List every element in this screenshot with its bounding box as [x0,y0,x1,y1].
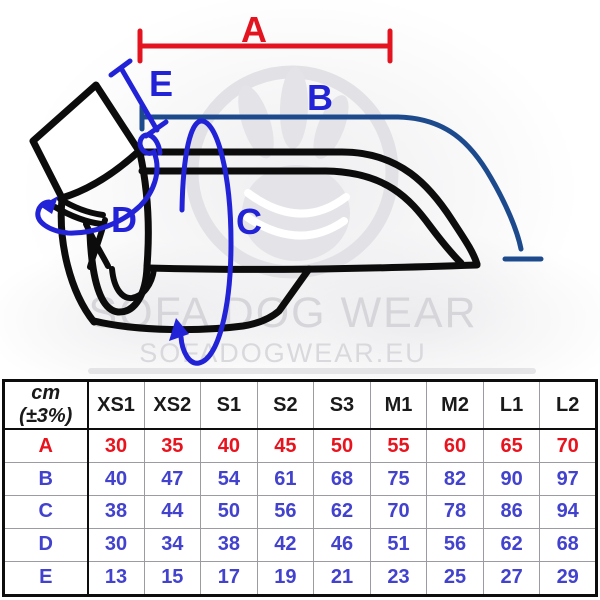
size-value-cell: 97 [539,462,597,496]
size-value-cell: 62 [313,494,371,529]
size-value-cell: 17 [200,560,258,597]
size-table: cm (±3%) XS1 XS2 S1 S2 S3 M1 M2 L1 L2 A 30 35 40 45 50… [2,379,598,597]
size-value-cell: 51 [369,527,428,562]
size-value-cell: 27 [482,560,541,597]
size-column-header: XS2 [143,380,202,430]
chest-edge [57,195,98,326]
label-c: C [236,201,262,242]
label-d: D [111,199,137,240]
size-value-cell: 60 [426,428,484,464]
size-value-cell: 75 [369,462,428,496]
size-value-cell: 82 [426,462,484,496]
size-column-header: L1 [482,380,541,430]
measurement-diagram: SOFA DOG WEAR SOFADOGWEAR.EU [0,0,600,378]
unit-header-cell: cm (±3%) [3,380,89,430]
size-table-row: A 30 35 40 45 50 55 60 65 70 [3,428,597,464]
size-value-cell: 13 [87,560,145,597]
measure-row-label: B [3,462,89,496]
size-value-cell: 44 [143,494,202,529]
measure-row-label: A [3,428,89,464]
size-column-header: XS1 [87,380,145,430]
size-value-cell: 70 [369,494,428,529]
belly-flap-edge [90,265,313,334]
measure-row-label: D [3,527,89,562]
size-value-cell: 68 [313,462,371,496]
back-top-edge [137,148,481,268]
size-column-header: S2 [256,380,315,430]
size-table-row: B 40 47 54 61 68 75 82 90 97 [3,462,597,496]
size-value-cell: 42 [256,527,315,562]
size-value-cell: 78 [426,494,484,529]
measure-c-girth [169,118,234,366]
size-table-row: E 13 15 17 19 21 23 25 27 29 [3,560,597,597]
size-value-cell: 25 [426,560,484,597]
size-table-row: C 38 44 50 56 62 70 78 86 94 [3,494,597,529]
panel-bottom-edge [144,261,481,273]
measure-d-girth [35,132,163,236]
label-e: E [149,63,173,104]
size-value-cell: 23 [369,560,428,597]
size-value-cell: 56 [426,527,484,562]
size-value-cell: 30 [87,428,145,464]
size-column-header: M1 [369,380,428,430]
size-table-header-row: cm (±3%) XS1 XS2 S1 S2 S3 M1 M2 L1 L2 [3,380,597,430]
size-value-cell: 15 [143,560,202,597]
measure-row-label: C [3,494,89,529]
label-b: B [307,77,333,118]
size-value-cell: 30 [87,527,145,562]
size-column-header: L2 [539,380,597,430]
size-value-cell: 21 [313,560,371,597]
size-value-cell: 94 [539,494,597,529]
size-value-cell: 62 [482,527,541,562]
size-value-cell: 35 [143,428,202,464]
size-value-cell: 68 [539,527,597,562]
d-arrowhead [40,196,58,214]
size-value-cell: 47 [143,462,202,496]
size-value-cell: 40 [87,462,145,496]
size-value-cell: 55 [369,428,428,464]
size-value-cell: 45 [256,428,315,464]
size-value-cell: 70 [539,428,597,464]
label-a: A [241,9,267,50]
measure-b-line [139,103,544,262]
size-value-cell: 19 [256,560,315,597]
size-value-cell: 61 [256,462,315,496]
size-column-header: M2 [426,380,484,430]
size-value-cell: 46 [313,527,371,562]
c-arrowhead [169,318,189,341]
size-value-cell: 54 [200,462,258,496]
size-value-cell: 65 [482,428,541,464]
size-value-cell: 38 [200,527,258,562]
measure-row-label: E [3,560,89,597]
size-value-cell: 34 [143,527,202,562]
size-value-cell: 50 [313,428,371,464]
size-table-row: D 30 34 38 42 46 51 56 62 68 [3,527,597,562]
size-value-cell: 90 [482,462,541,496]
measure-a-line [137,28,393,64]
size-value-cell: 56 [256,494,315,529]
size-value-cell: 38 [87,494,145,529]
size-value-cell: 50 [200,494,258,529]
size-value-cell: 40 [200,428,258,464]
size-column-header: S3 [313,380,371,430]
panel-front-edge [136,149,152,270]
back-inner-edge [138,167,465,267]
size-column-header: S1 [200,380,258,430]
leg-opening-arc [109,266,157,302]
dog-coat-outline [29,81,481,334]
size-value-cell: 29 [539,560,597,597]
size-value-cell: 86 [482,494,541,529]
